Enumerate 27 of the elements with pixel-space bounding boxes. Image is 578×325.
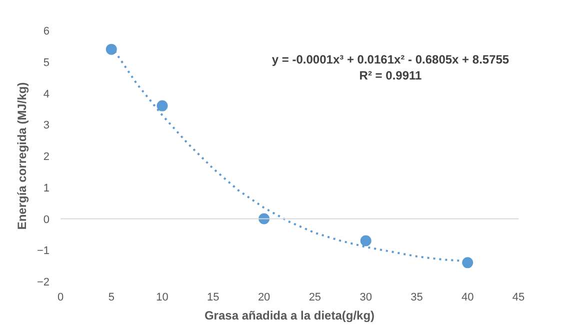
y-tick-label: 6 — [43, 26, 50, 38]
x-tick-label: 15 — [207, 292, 220, 304]
y-tick-label: 4 — [43, 88, 50, 100]
x-tick-label: 35 — [410, 292, 423, 304]
y-tick-label: 5 — [43, 56, 50, 69]
x-tick-label: 40 — [461, 292, 474, 304]
y-tick-label: 3 — [43, 120, 50, 132]
x-tick-label: 20 — [258, 292, 270, 304]
point — [462, 257, 474, 268]
y-tick-label: −2 — [36, 276, 50, 288]
annotation: R² = 0.9911 — [359, 68, 422, 82]
x-tick-label: 25 — [308, 292, 322, 304]
y-axis-title: Energía corregida (MJ/kg) — [14, 82, 29, 230]
x-tick-label: 0 — [57, 292, 64, 304]
x-tick-label: 5 — [108, 292, 114, 304]
point — [156, 100, 168, 112]
x-tick-label: 10 — [156, 292, 168, 304]
x-tick-label: 30 — [360, 292, 372, 304]
y-tick-label: −1 — [36, 245, 50, 258]
point — [106, 44, 117, 55]
point — [360, 235, 372, 246]
x-tick-label: 45 — [512, 292, 525, 304]
y-tick-label: 0 — [43, 214, 50, 226]
y-tick-label: 1 — [43, 182, 50, 194]
annotation: y = -0.0001x³ + 0.0161x² - 0.6805x + 8.5755 — [272, 52, 510, 66]
x-axis-title: Grasa añadida a la dieta(g/kg) — [204, 308, 375, 322]
y-tick-label: 2 — [43, 151, 50, 163]
